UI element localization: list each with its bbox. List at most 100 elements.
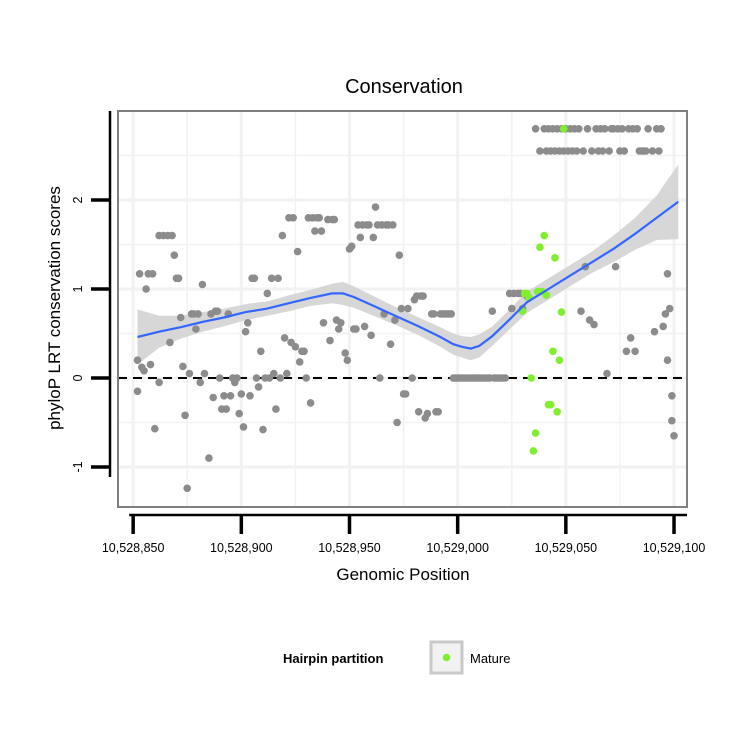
data-point-other xyxy=(668,392,676,400)
x-tick-label: 10,528,850 xyxy=(102,541,165,555)
x-tick-label: 10,529,050 xyxy=(535,541,598,555)
data-point-other xyxy=(401,390,410,398)
data-point-other xyxy=(659,322,667,331)
data-point-other xyxy=(590,320,598,329)
legend: Hairpin partition Mature xyxy=(283,640,510,675)
data-point-other xyxy=(575,125,583,133)
data-point-other xyxy=(302,374,311,382)
legend-key-mature xyxy=(442,653,451,662)
data-point-other xyxy=(198,280,207,289)
smooth-trend-line xyxy=(137,200,679,350)
data-point-other xyxy=(414,408,423,416)
data-point-other xyxy=(657,125,665,133)
data-point-other xyxy=(536,147,544,155)
plot-panel xyxy=(117,110,688,508)
data-point-other xyxy=(665,304,674,313)
data-point-other xyxy=(430,310,438,318)
data-point-other xyxy=(244,319,252,327)
data-point-other xyxy=(315,214,324,222)
data-point-other xyxy=(620,147,629,155)
data-point-other xyxy=(194,310,202,318)
data-point-other xyxy=(376,374,384,382)
data-point-other xyxy=(611,262,620,271)
points-other xyxy=(133,125,678,493)
data-point-other xyxy=(663,270,672,278)
data-point-other xyxy=(252,374,261,382)
data-point-other xyxy=(334,325,343,333)
data-point-other xyxy=(176,313,185,322)
data-point-other xyxy=(408,374,417,382)
data-point-other xyxy=(142,285,150,293)
data-point-other xyxy=(283,369,291,378)
data-point-other xyxy=(185,369,194,378)
data-point-other xyxy=(183,484,191,493)
data-point-other xyxy=(367,331,375,340)
data-point-other xyxy=(274,274,282,283)
data-point-other xyxy=(293,247,302,256)
data-point-other xyxy=(369,233,378,242)
y-tick-label: 1 xyxy=(71,285,85,292)
data-point-other xyxy=(601,125,609,133)
data-point-other xyxy=(588,147,596,155)
x-tick-label: 10,529,000 xyxy=(426,541,489,555)
data-point-other xyxy=(583,125,592,133)
data-point-other xyxy=(213,307,222,316)
data-point-other xyxy=(226,392,235,400)
data-point-other xyxy=(168,231,176,240)
data-point-other xyxy=(181,411,189,420)
data-point-other xyxy=(648,147,657,155)
data-point-other xyxy=(257,347,265,356)
x-tick-label: 10,528,900 xyxy=(210,541,273,555)
data-point-other xyxy=(250,274,259,283)
data-point-mature xyxy=(527,374,535,382)
data-point-other xyxy=(389,221,397,229)
data-point-mature xyxy=(559,125,568,133)
data-point-other xyxy=(343,356,352,365)
data-point-other xyxy=(605,147,613,155)
data-point-other xyxy=(220,392,228,400)
data-point-mature xyxy=(531,429,540,437)
data-point-mature xyxy=(549,347,557,356)
data-point-other xyxy=(626,334,635,342)
data-point-other xyxy=(133,387,142,396)
y-tick-label: 0 xyxy=(71,374,85,381)
data-point-other xyxy=(631,347,639,356)
data-point-other xyxy=(668,416,676,425)
data-point-other xyxy=(300,347,308,356)
data-point-other xyxy=(501,374,510,382)
data-point-mature xyxy=(555,356,564,365)
data-point-other xyxy=(233,374,241,382)
data-point-other xyxy=(419,292,427,300)
data-point-other xyxy=(166,338,174,347)
data-point-other xyxy=(246,392,254,400)
data-point-other xyxy=(151,424,159,433)
y-tick-label: 2 xyxy=(71,196,85,203)
data-point-other xyxy=(423,409,432,418)
data-point-other xyxy=(603,369,611,378)
data-point-other xyxy=(192,325,200,333)
data-point-other xyxy=(395,251,404,259)
data-point-mature xyxy=(536,243,544,251)
data-point-other xyxy=(352,325,360,333)
confidence-band xyxy=(137,164,679,365)
data-point-mature xyxy=(529,447,538,455)
data-point-other xyxy=(241,327,250,336)
data-point-other xyxy=(386,340,395,349)
data-point-other xyxy=(270,369,278,378)
data-point-other xyxy=(215,374,224,382)
data-point-other xyxy=(259,425,267,434)
data-point-other xyxy=(371,203,380,211)
data-point-other xyxy=(148,270,157,278)
data-point-other xyxy=(170,251,179,259)
x-axis-title: Genomic Position xyxy=(336,565,469,584)
data-point-other xyxy=(618,125,626,133)
data-point-other xyxy=(311,227,319,235)
data-point-other xyxy=(360,322,369,331)
chart-title: Conservation xyxy=(345,76,463,98)
data-point-other xyxy=(289,214,298,222)
data-point-other xyxy=(356,233,365,242)
data-point-other xyxy=(326,336,334,345)
data-point-mature xyxy=(542,291,551,300)
data-point-mature xyxy=(553,408,561,416)
data-point-other xyxy=(341,349,350,357)
